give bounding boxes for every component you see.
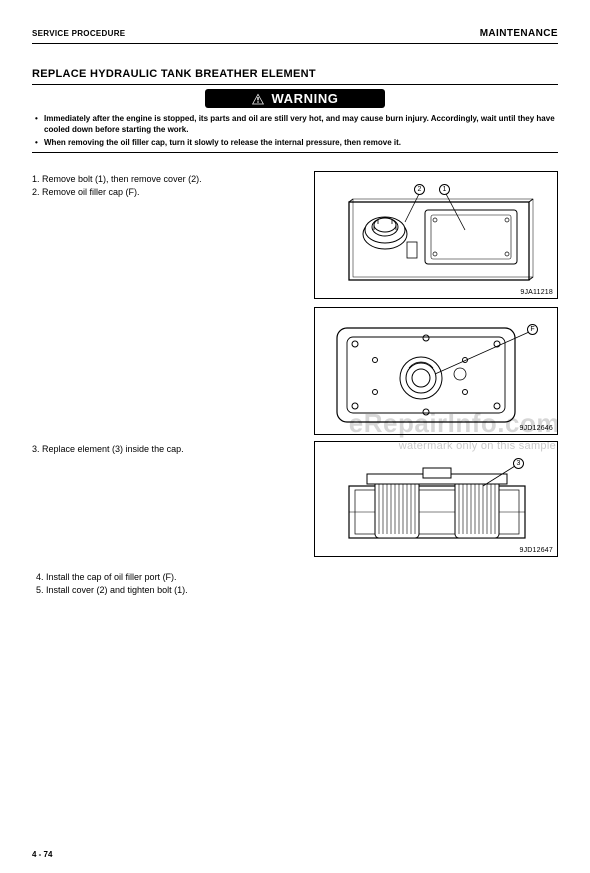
figure-2-drawing bbox=[315, 308, 558, 435]
title-rule bbox=[32, 84, 558, 85]
step-item: 2. Remove oil filler cap (F). bbox=[32, 186, 282, 199]
warning-bullet: When removing the oil filler cap, turn i… bbox=[44, 138, 558, 149]
page-number: 4 - 74 bbox=[32, 850, 52, 859]
figure-3: 3 9JD12647 bbox=[314, 441, 558, 557]
figure-code: 9JD12646 bbox=[519, 425, 553, 432]
page-header: SERVICE PROCEDURE MAINTENANCE bbox=[32, 28, 558, 44]
header-right: MAINTENANCE bbox=[480, 28, 558, 39]
step-item: 5. Install cover (2) and tighten bolt (1… bbox=[36, 584, 558, 597]
steps-mid: 3. Replace element (3) inside the cap. bbox=[32, 441, 282, 456]
step-item: 3. Replace element (3) inside the cap. bbox=[32, 443, 282, 456]
warning-bullets: Immediately after the engine is stopped,… bbox=[32, 114, 558, 148]
section-title: REPLACE HYDRAULIC TANK BREATHER ELEMENT bbox=[32, 68, 558, 80]
figure-1: 2 1 9JA11218 bbox=[314, 171, 558, 299]
warning-bottom-rule bbox=[32, 152, 558, 153]
figure-code: 9JA11218 bbox=[520, 289, 553, 296]
steps-top: 1. Remove bolt (1), then remove cover (2… bbox=[32, 171, 282, 198]
step-item: 4. Install the cap of oil filler port (F… bbox=[36, 571, 558, 584]
figure-code: 9JD12647 bbox=[519, 547, 553, 554]
warning-bullet: Immediately after the engine is stopped,… bbox=[44, 114, 558, 136]
warning-bar: WARNING bbox=[205, 89, 385, 108]
steps-bottom: 4. Install the cap of oil filler port (F… bbox=[32, 571, 558, 597]
figure-2: F 9JD12646 bbox=[314, 307, 558, 435]
step-item: 1. Remove bolt (1), then remove cover (2… bbox=[32, 173, 282, 186]
warning-label: WARNING bbox=[271, 91, 338, 106]
warning-icon bbox=[251, 93, 265, 105]
figure-1-drawing bbox=[315, 172, 558, 299]
header-left: SERVICE PROCEDURE bbox=[32, 29, 125, 38]
